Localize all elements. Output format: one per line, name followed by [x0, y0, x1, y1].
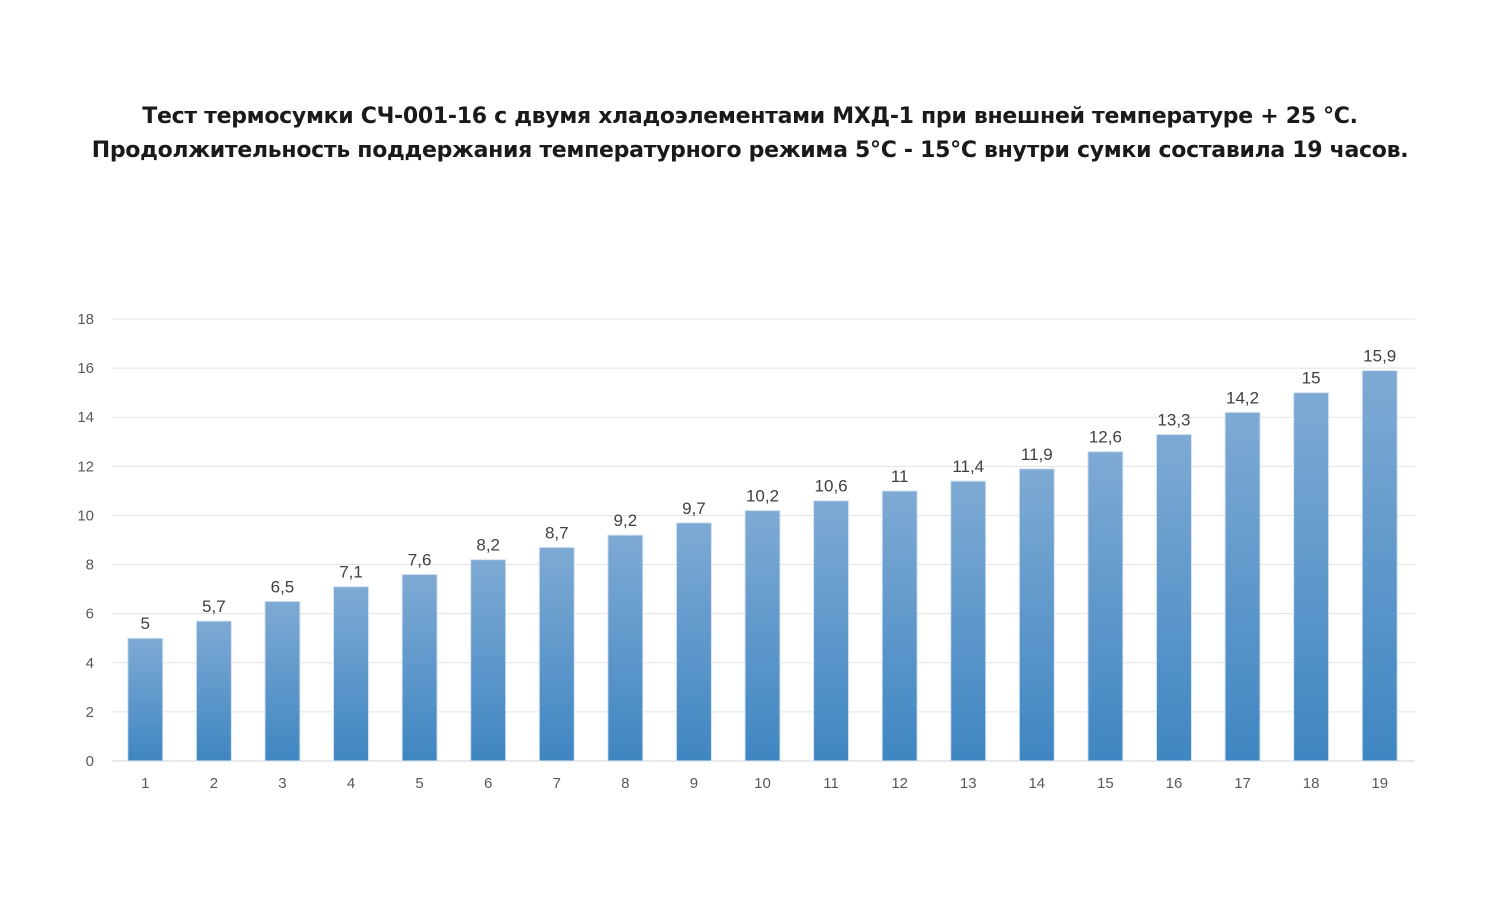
- y-tick-label: 0: [86, 753, 94, 770]
- x-tick-label: 16: [1166, 775, 1183, 792]
- bar: [538, 546, 575, 762]
- x-tick-label: 13: [960, 775, 977, 792]
- bar: [1018, 468, 1055, 762]
- x-tick-label: 5: [415, 775, 423, 792]
- bar: [1087, 451, 1124, 762]
- bar: [401, 573, 438, 762]
- x-tick-label: 11: [823, 775, 839, 792]
- bar: [264, 600, 301, 762]
- x-tick-label: 18: [1303, 775, 1320, 792]
- bar: [744, 510, 781, 762]
- bar: [1155, 433, 1192, 762]
- data-label: 7,6: [408, 550, 432, 569]
- bar: [675, 522, 712, 762]
- bar: [607, 534, 644, 762]
- data-label: 5,7: [202, 597, 226, 616]
- y-tick-label: 18: [77, 311, 94, 328]
- bar: [1361, 370, 1398, 762]
- y-tick-label: 14: [77, 409, 94, 426]
- x-tick-label: 8: [621, 775, 629, 792]
- data-label: 5: [141, 614, 150, 633]
- data-label: 10,2: [746, 487, 779, 506]
- bar: [881, 490, 918, 762]
- x-tick-label: 2: [210, 775, 218, 792]
- data-label: 14,2: [1226, 388, 1259, 407]
- y-tick-label: 6: [86, 606, 94, 623]
- data-label: 8,2: [476, 536, 500, 555]
- bar: [1293, 392, 1330, 762]
- y-tick-label: 12: [77, 458, 94, 475]
- x-tick-label: 4: [347, 775, 355, 792]
- data-label: 15: [1302, 369, 1321, 388]
- data-label: 11: [891, 467, 909, 486]
- bar: [127, 637, 164, 762]
- data-label: 8,7: [545, 523, 569, 542]
- data-label: 12,6: [1089, 428, 1122, 447]
- data-label: 6,5: [271, 577, 295, 596]
- bar: [195, 620, 232, 762]
- y-tick-label: 10: [77, 507, 94, 524]
- x-tick-label: 15: [1097, 775, 1114, 792]
- x-tick-label: 17: [1234, 775, 1251, 792]
- x-tick-label: 9: [690, 775, 698, 792]
- x-tick-label: 12: [891, 775, 908, 792]
- data-label: 11,4: [952, 457, 984, 476]
- y-tick-label: 8: [86, 557, 94, 574]
- x-tick-label: 7: [553, 775, 561, 792]
- chart-title: Тест термосумки СЧ-001-16 с двумя хладоэ…: [142, 104, 1358, 129]
- y-tick-label: 2: [86, 704, 94, 721]
- x-tick-label: 10: [754, 775, 771, 792]
- data-label: 15,9: [1363, 347, 1396, 366]
- y-tick-label: 4: [86, 655, 94, 672]
- data-label: 10,6: [815, 477, 848, 496]
- bar: [950, 480, 987, 762]
- y-tick-label: 16: [77, 360, 94, 377]
- data-label: 13,3: [1157, 410, 1190, 429]
- bar: [470, 559, 507, 762]
- x-tick-label: 3: [278, 775, 286, 792]
- x-tick-label: 19: [1371, 775, 1388, 792]
- bar: [813, 500, 850, 762]
- data-label: 7,1: [339, 563, 363, 582]
- x-tick-label: 14: [1028, 775, 1045, 792]
- bar: [333, 586, 370, 762]
- bar: [1224, 411, 1261, 762]
- x-tick-label: 1: [141, 775, 149, 792]
- data-label: 11,9: [1021, 445, 1053, 464]
- data-label: 9,2: [614, 511, 638, 530]
- data-label: 9,7: [682, 499, 706, 518]
- chart-subtitle: Продолжительность поддержания температур…: [91, 138, 1409, 163]
- x-tick-label: 6: [484, 775, 492, 792]
